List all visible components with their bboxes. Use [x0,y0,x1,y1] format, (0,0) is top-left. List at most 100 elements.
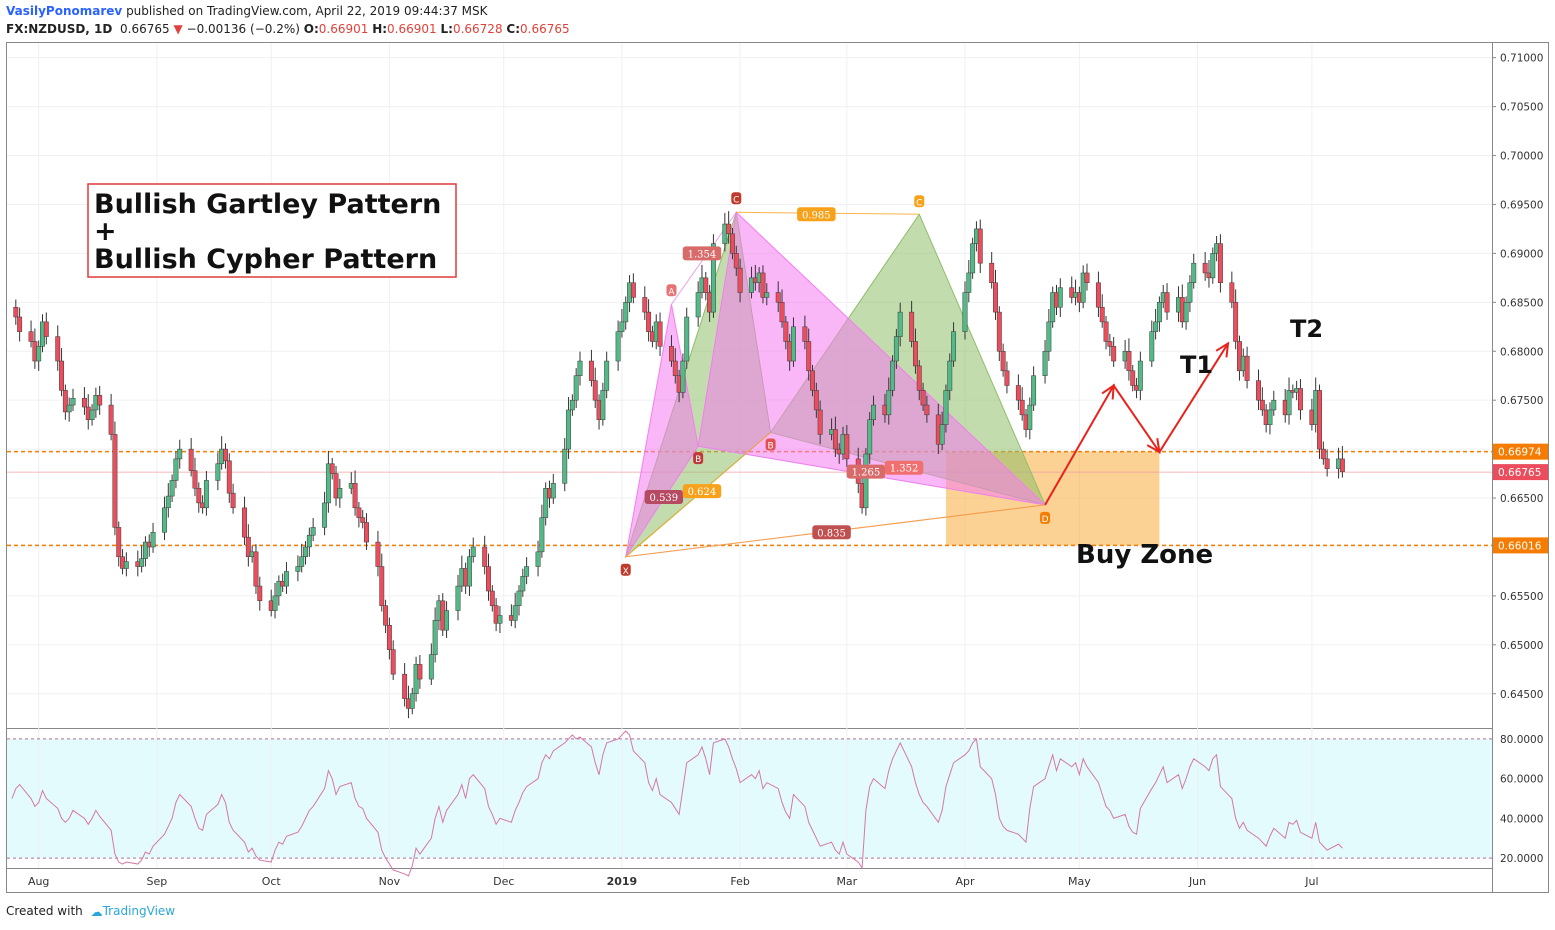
candle-body [245,536,251,558]
candle-body [188,448,194,471]
symbol-name[interactable]: FX:NZDUSD, 1D [6,22,113,36]
candle-body [375,541,381,567]
x-tick-label: Oct [262,875,282,888]
candle-body [810,370,815,391]
candle-body [726,223,732,235]
candle-body [1317,390,1322,450]
ratio-label: 1.265 [852,468,881,479]
pattern-point-label: B [767,441,773,451]
candle-body [386,625,392,650]
tradingview-brand[interactable]: TradingView [102,904,176,918]
x-tick-label: Dec [493,875,514,888]
pattern-point-badge [914,195,925,208]
candle-body [962,292,968,332]
candle-body [1156,302,1162,323]
chart-area[interactable]: X A B C B C D 1.354 0.985 0.539 0.624 1.265 1.352 0.8… [0,0,1555,900]
ratio-badge [797,207,836,222]
candle-body [1057,287,1063,308]
candle-body [1259,399,1265,411]
rsi-line [11,730,1343,877]
candle-body [13,306,19,318]
candle-body [272,595,278,611]
candle-body [897,311,903,337]
candle-body [55,336,61,362]
x-tick-label: Apr [955,875,975,888]
candle-body [379,566,385,606]
pattern-point-badge [693,452,704,465]
candle-body [912,341,918,367]
ratio-label: 0.624 [688,487,717,498]
candle-body [1320,448,1326,460]
arrow-head-pullback [1146,438,1161,454]
price-change: −0.00136 (−0.2%) [186,22,300,36]
candle-body [577,360,583,376]
candle-body [703,277,709,293]
candle-body [230,492,236,509]
candle-body [1042,351,1048,376]
candle-body [322,502,328,528]
candle-body [1019,399,1025,416]
rsi-tick-label: 20.0000 [1500,853,1543,865]
candle-body [566,409,572,450]
candle-body [669,346,674,362]
candle-body [1233,302,1239,342]
y-tick-label: 0.69000 [1500,248,1543,260]
candle-body [1149,331,1155,362]
down-arrow-icon: ▼ [173,22,183,36]
candle-body [1229,282,1235,303]
candle-body [333,473,339,499]
candle-body [996,311,1002,352]
candle-body [730,233,735,254]
price-axis-border [1492,42,1549,893]
candle-body [600,390,606,420]
rsi-tick-label: 80.0000 [1500,734,1543,746]
candle-body [1027,404,1033,430]
candle-body [486,566,491,592]
close-label: C: [506,22,521,36]
tradingview-logo-icon[interactable]: ☁ [90,904,103,919]
candle-body [573,375,579,401]
candle-body [81,397,87,408]
ratio-badge [682,484,722,499]
pattern-point-label: B [695,455,701,465]
candle-body [806,341,812,372]
candle-body [630,282,636,298]
title-plus: + [94,216,117,247]
candle-body [1015,385,1021,401]
candle-body [242,507,247,538]
high-value: 0.66901 [387,22,437,36]
x-tick-label: May [1068,875,1091,888]
high-label: H: [372,22,388,36]
candle-body [257,585,263,602]
candle-body [432,620,438,655]
ratio-label: 0.985 [802,210,831,221]
candle-body [203,480,209,509]
candle-body [604,360,610,391]
ratio-label: 1.352 [890,464,919,475]
candle-body [989,262,995,283]
candle-body [543,488,549,518]
candle-body [832,429,838,450]
candle-body [813,390,819,411]
candle-body [253,551,259,587]
candle-body [356,507,362,518]
rsi-tick-label: 40.0000 [1500,813,1543,825]
title-gartley: Bullish Gartley Pattern [94,189,441,220]
candle-body [657,321,663,347]
pattern-point-label: D [1042,515,1049,525]
gartley-triangle-bcd [697,211,1047,506]
candle-body [1111,346,1117,362]
candle-body [173,458,179,481]
candle-body [1183,302,1189,323]
candle-body [352,483,358,509]
candle-body [1046,321,1052,352]
candle-body [535,551,541,567]
candle-body [428,654,434,680]
ratio-badge [846,464,886,479]
candle-body [36,346,42,362]
candle-body [1217,243,1223,284]
candle-body [867,419,873,455]
author-name[interactable]: VasilyPonomarev [6,4,123,18]
candle-body [642,297,648,313]
candle-body [1107,341,1113,347]
